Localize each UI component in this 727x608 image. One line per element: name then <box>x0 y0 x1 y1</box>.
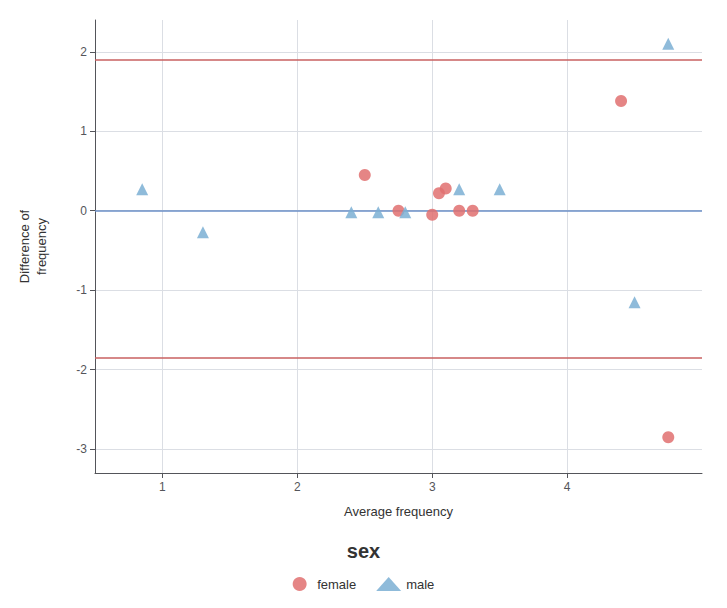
svg-text:1: 1 <box>80 124 87 138</box>
svg-text:female: female <box>317 577 356 592</box>
svg-text:4: 4 <box>564 480 571 494</box>
svg-text:0: 0 <box>80 204 87 218</box>
svg-text:2: 2 <box>294 480 301 494</box>
svg-text:Average frequency: Average frequency <box>344 504 453 519</box>
svg-text:sex: sex <box>347 540 380 562</box>
svg-text:-1: -1 <box>76 283 87 297</box>
svg-text:-2: -2 <box>76 363 87 377</box>
svg-text:male: male <box>406 577 434 592</box>
svg-text:Difference of: Difference of <box>17 209 32 283</box>
svg-text:3: 3 <box>429 480 436 494</box>
svg-text:1: 1 <box>159 480 166 494</box>
svg-text:frequency: frequency <box>34 217 49 275</box>
svg-text:2: 2 <box>80 45 87 59</box>
svg-text:-3: -3 <box>76 442 87 456</box>
